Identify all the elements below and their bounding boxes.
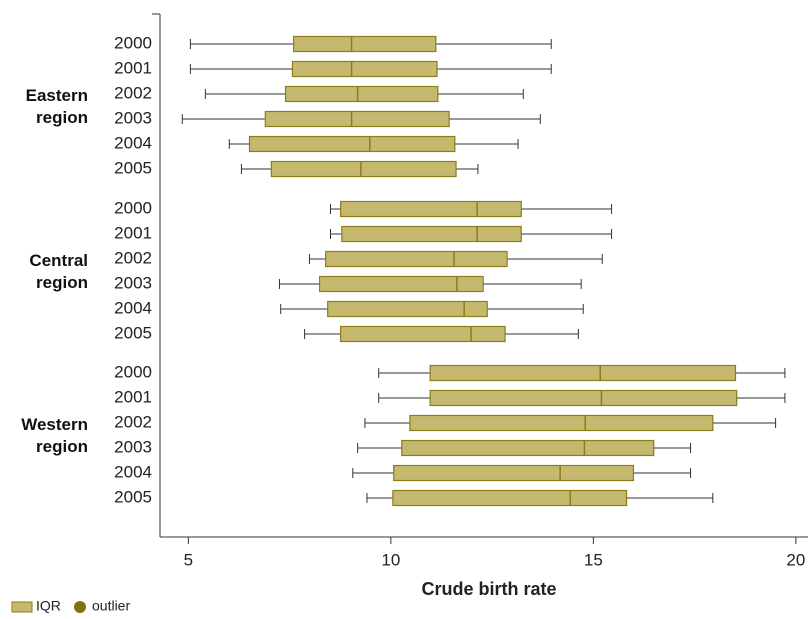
legend-label: outlier [92,598,130,614]
y-tick-label: 2004 [114,462,152,481]
box [392,489,628,507]
y-tick-label: 2000 [114,33,152,52]
y-tick-label: 2002 [114,83,152,102]
box [340,200,522,218]
y-tick-label: 2003 [114,273,152,292]
box [293,35,437,53]
box [325,250,508,268]
group-label: Eastern region [25,85,88,127]
y-tick-label: 2005 [114,487,152,506]
box [429,364,737,382]
box [393,464,635,482]
y-tick-label: 2001 [114,58,152,77]
x-tick-label: 10 [381,550,400,569]
legend-swatch [74,601,86,613]
legend-swatch [11,601,33,613]
y-tick-label: 2002 [114,412,152,431]
x-tick-label: 15 [584,550,603,569]
y-tick-label: 2000 [114,362,152,381]
y-tick-label: 2004 [114,298,152,317]
box [270,160,457,178]
box [341,225,522,243]
x-tick-label: 5 [184,550,193,569]
y-tick-label: 2005 [114,323,152,342]
y-tick-label: 2003 [114,108,152,127]
y-tick-label: 2001 [114,223,152,242]
box [264,110,450,128]
box [409,414,714,432]
group-label: Central region [29,250,88,292]
box [401,439,655,457]
box [340,325,506,343]
box [248,135,456,153]
box [429,389,738,407]
x-axis-label: Crude birth rate [421,579,556,599]
y-tick-label: 2000 [114,198,152,217]
y-tick-label: 2005 [114,158,152,177]
group-label: Western region [21,414,88,456]
legend-label: IQR [36,598,61,614]
box [291,60,438,78]
box [327,300,488,318]
y-tick-label: 2001 [114,387,152,406]
y-tick-label: 2004 [114,133,152,152]
x-tick-label: 20 [786,550,805,569]
y-tick-label: 2003 [114,437,152,456]
y-tick-label: 2002 [114,248,152,267]
box [318,275,484,293]
box [284,85,439,103]
